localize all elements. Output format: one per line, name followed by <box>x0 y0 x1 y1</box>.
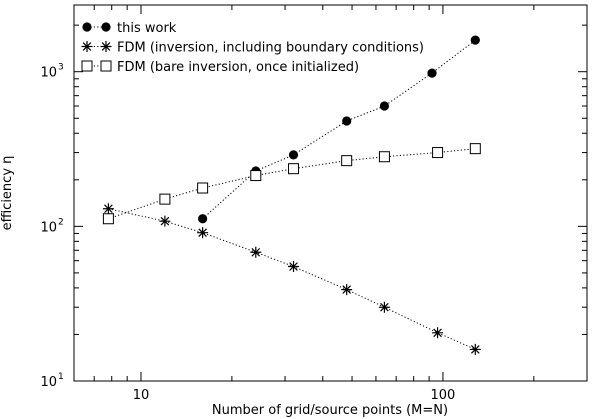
data-point <box>250 170 262 182</box>
data-point <box>198 214 208 224</box>
legend-marker <box>101 22 111 32</box>
data-point <box>341 284 353 296</box>
legend-marker <box>81 60 93 72</box>
data-point <box>341 155 353 167</box>
data-point <box>250 246 262 258</box>
data-point <box>379 101 390 111</box>
data-point <box>378 151 390 163</box>
legend-label: FDM (inversion, including boundary condi… <box>117 41 424 56</box>
data-point <box>288 150 299 160</box>
y-tick-label: 10 <box>40 220 57 235</box>
data-point <box>102 203 114 215</box>
data-point <box>432 327 444 339</box>
data-point <box>469 343 481 355</box>
plot-frame <box>73 4 588 382</box>
x-tick-label: 100 <box>431 388 456 403</box>
legend-marker <box>100 41 112 52</box>
data-point <box>432 147 444 159</box>
legend-label: this work <box>117 21 177 36</box>
data-point <box>159 193 171 205</box>
data-point <box>470 35 480 45</box>
data-point <box>288 163 300 175</box>
y-tick-exponent: 1 <box>58 372 64 382</box>
x-tick-label: 10 <box>133 388 150 403</box>
series-markers <box>102 35 481 355</box>
y-tick-label: 10 <box>40 66 57 81</box>
data-point <box>342 116 352 126</box>
data-point <box>102 213 114 225</box>
y-tick-label: 10 <box>40 375 57 390</box>
y-tick-exponent: 2 <box>58 217 64 227</box>
series-line <box>108 208 476 350</box>
data-point <box>378 301 390 313</box>
data-point <box>197 182 209 194</box>
data-point <box>469 143 481 155</box>
legend-marker <box>82 22 92 32</box>
series-line <box>108 148 476 220</box>
y-axis-label: efficiency η <box>0 156 15 231</box>
y-tick-exponent: 3 <box>58 63 64 73</box>
legend-marker <box>100 60 112 72</box>
legend-marker <box>81 41 93 52</box>
legend-label: FDM (bare inversion, once initialized) <box>117 60 359 75</box>
data-point <box>159 215 171 227</box>
data-point <box>427 68 437 78</box>
data-point <box>197 227 209 239</box>
x-axis-label: Number of grid/source points (M=N) <box>212 403 448 418</box>
legend: this work FDM (inversion, including bound… <box>81 21 424 75</box>
axis-ticks <box>73 5 588 382</box>
data-point <box>288 261 300 273</box>
